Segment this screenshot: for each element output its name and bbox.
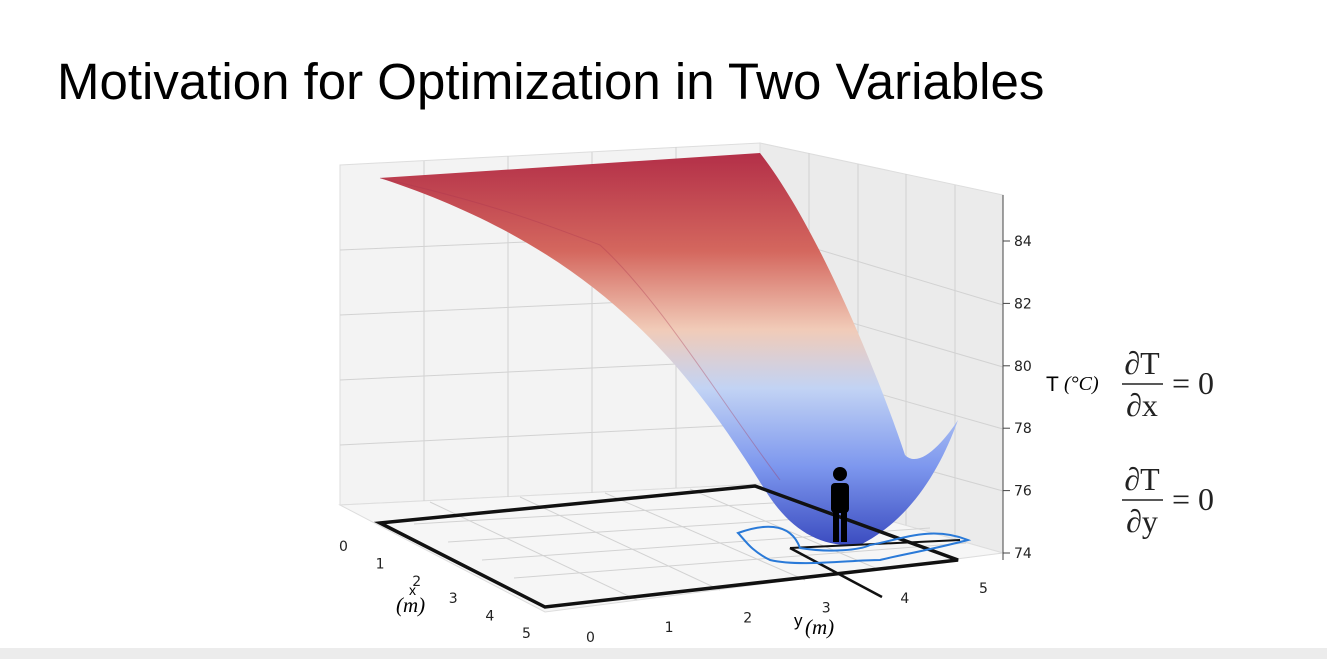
z-tick-label: 80 xyxy=(1014,359,1032,375)
slide-title: Motivation for Optimization in Two Varia… xyxy=(57,53,1045,110)
y-tick-label: 0 xyxy=(586,630,595,646)
y-tick-label: 5 xyxy=(979,581,988,597)
z-tick-label: 82 xyxy=(1014,296,1032,312)
x-tick-label: 5 xyxy=(522,626,531,642)
z-tick-label: 74 xyxy=(1014,546,1032,562)
y-unit: (m) xyxy=(805,615,834,639)
floor-outline xyxy=(373,484,959,609)
person-icon xyxy=(831,467,849,542)
eq-denominator: ∂y xyxy=(1126,503,1158,539)
z-tick-label: 84 xyxy=(1014,234,1032,250)
eq-numerator: ∂T xyxy=(1124,345,1160,381)
temperature-surface xyxy=(380,153,958,546)
eq-rhs: = 0 xyxy=(1172,481,1214,517)
y-tick-label: 3 xyxy=(822,601,831,617)
contour xyxy=(736,525,972,565)
x-tick-label: 0 xyxy=(339,539,348,555)
z-tick-label: 76 xyxy=(1014,484,1032,500)
x-label: x xyxy=(409,582,416,598)
eq-denominator: ∂x xyxy=(1126,387,1158,423)
y-label: y xyxy=(794,611,803,630)
surface-fold xyxy=(379,177,781,481)
x-unit: (m) xyxy=(396,593,425,617)
x-tick-label: 3 xyxy=(449,591,458,607)
x-tick-label: 4 xyxy=(485,609,494,625)
floor-line xyxy=(789,546,883,599)
eq-numerator: ∂T xyxy=(1124,461,1160,497)
y-tick-label: 4 xyxy=(900,591,909,607)
y-tick-label: 1 xyxy=(665,620,674,636)
y-tick-label: 2 xyxy=(743,610,752,626)
x-tick-label: 2 xyxy=(412,574,421,590)
eq-rhs: = 0 xyxy=(1172,365,1214,401)
z-tick-label: 78 xyxy=(1014,421,1032,437)
z-label: T xyxy=(1046,373,1059,396)
z-unit: (°C) xyxy=(1064,373,1099,395)
x-tick-label: 1 xyxy=(376,556,385,572)
bottom-strip xyxy=(0,648,1327,659)
